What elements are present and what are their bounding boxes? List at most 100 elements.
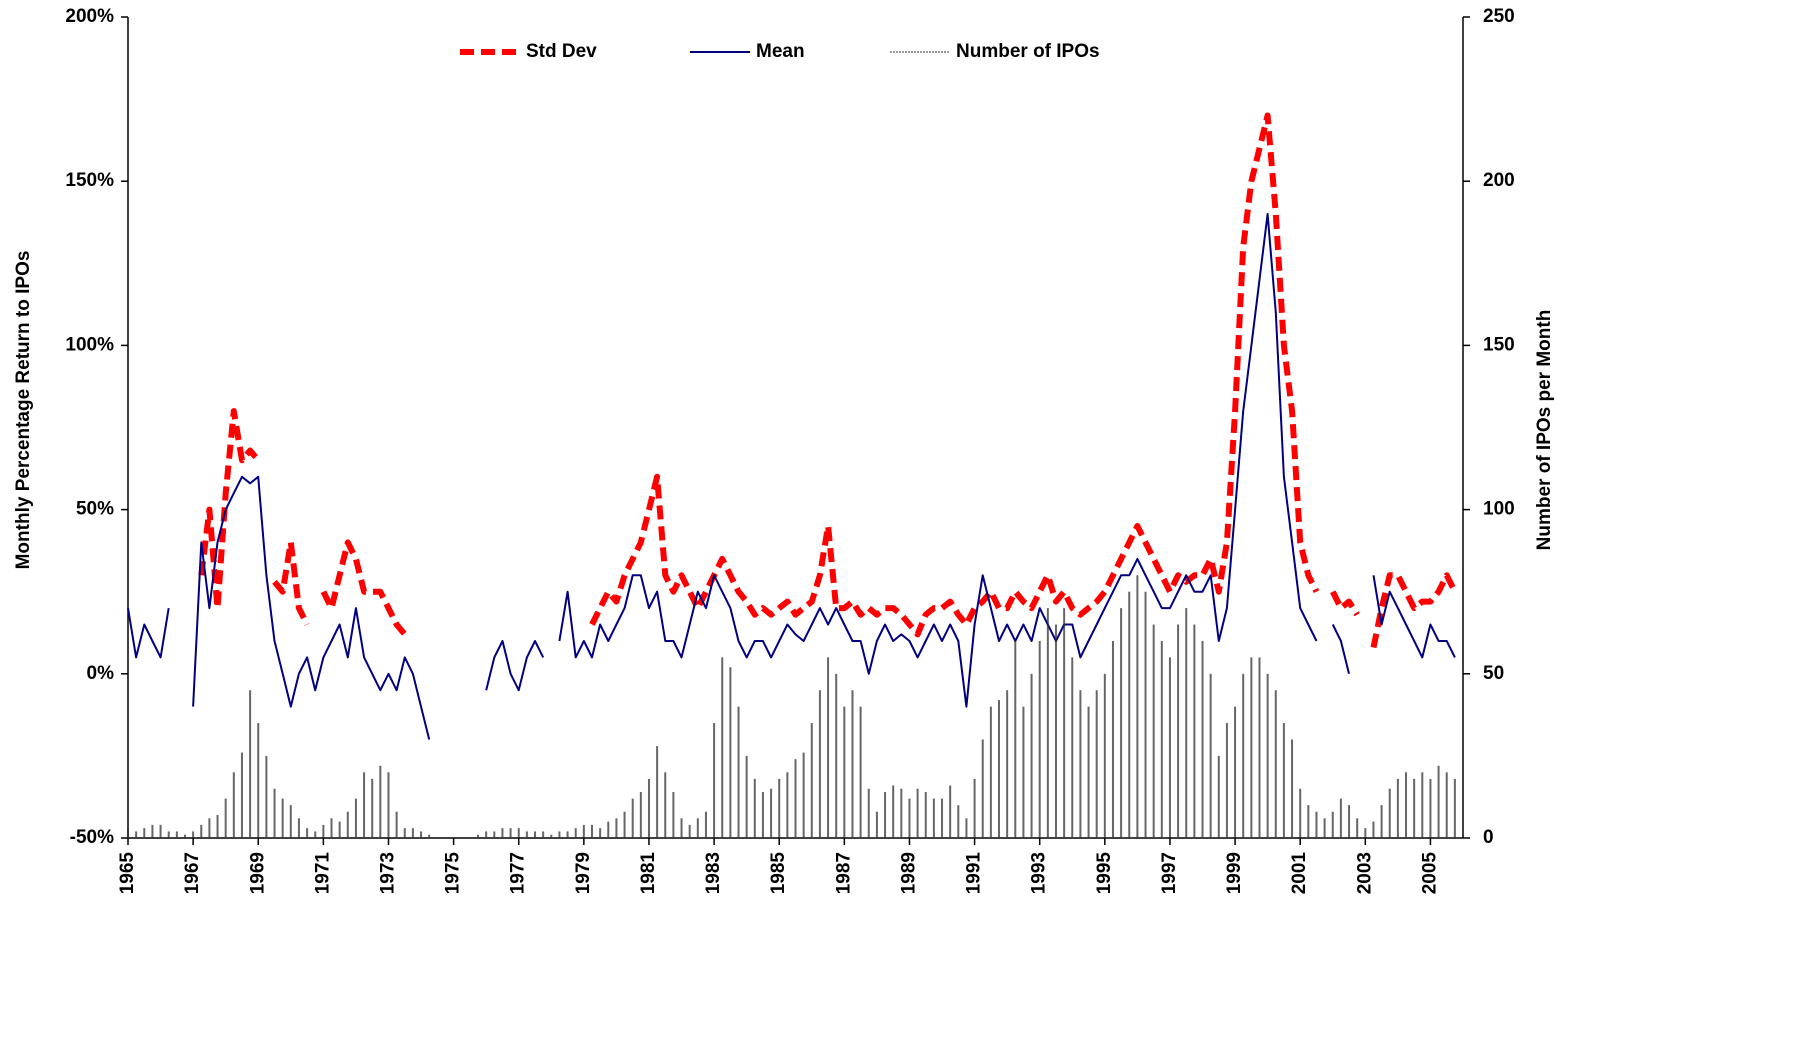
ipo-bar	[664, 772, 667, 838]
ipo-bar	[379, 765, 382, 838]
ipo-bar	[802, 752, 805, 838]
ipo-bar	[859, 706, 862, 838]
ipo-bar	[989, 706, 992, 838]
ipo-bar	[770, 788, 773, 838]
ipo-bar	[615, 818, 618, 838]
x-tick-label: 1987	[833, 852, 854, 894]
ipo-bar	[1046, 608, 1049, 838]
ipo-bar	[183, 834, 186, 838]
ipo-bar	[395, 811, 398, 838]
y-tick-label: 50%	[76, 499, 114, 520]
ipo-bar	[1315, 811, 1318, 838]
ipo-bar	[1421, 772, 1424, 838]
x-tick-label: 1993	[1029, 852, 1050, 894]
ipo-bar	[843, 706, 846, 838]
y2-axis-title: Number of IPOs per Month	[1534, 310, 1555, 551]
ipo-bar	[851, 690, 854, 838]
ipo-bar	[1445, 772, 1448, 838]
ipo-bar	[1299, 788, 1302, 838]
x-tick-label: 1981	[638, 852, 659, 895]
ipo-bar	[1209, 673, 1212, 838]
ipo-bar	[1160, 640, 1163, 838]
ipo-bar	[135, 831, 138, 838]
ipo-bar	[1348, 805, 1351, 838]
ipo-bar	[867, 788, 870, 838]
ipo-bar	[957, 805, 960, 838]
legend-label: Number of IPOs	[956, 41, 1100, 62]
ipo-bar	[240, 752, 243, 838]
ipo-bar	[786, 772, 789, 838]
x-tick-label: 1971	[312, 852, 333, 895]
x-tick-label: 2005	[1419, 852, 1440, 895]
ipo-bar	[1331, 811, 1334, 838]
ipo-bar	[713, 723, 716, 838]
ipo-bar	[306, 828, 309, 838]
ipo-bar	[973, 778, 976, 838]
ipo-bar	[1380, 805, 1383, 838]
ipo-bar	[721, 657, 724, 838]
ipo-bar	[998, 700, 1001, 838]
y-tick-label: 200%	[65, 6, 114, 27]
ipo-bar	[704, 811, 707, 838]
ipo-bar	[1014, 640, 1017, 838]
ipo-bar	[623, 811, 626, 838]
ipo-bar	[818, 690, 821, 838]
ipo-bar	[794, 759, 797, 838]
ipo-bar	[924, 792, 927, 838]
ipo-bar	[688, 824, 691, 838]
ipo-bar	[1022, 706, 1025, 838]
ipo-bar	[892, 785, 895, 838]
ipo-bar	[1063, 608, 1066, 838]
y-tick-label: 150%	[65, 170, 114, 191]
ipo-bar	[224, 798, 227, 838]
ipo-bar	[647, 778, 650, 838]
ipo-bar	[1405, 772, 1408, 838]
series-line	[127, 213, 1456, 740]
ipo-bar	[1168, 657, 1171, 838]
x-tick-label: 1983	[703, 852, 724, 894]
ipo-bar	[1225, 723, 1228, 838]
ipo-bar	[1413, 778, 1416, 838]
ipo-bar	[411, 828, 414, 838]
ipo-bar	[493, 831, 496, 838]
legend-label: Mean	[756, 41, 805, 62]
ipo-bar	[761, 792, 764, 838]
ipo-bar	[1250, 657, 1253, 838]
ipo-bar	[566, 831, 569, 838]
ipo-bar	[501, 828, 504, 838]
ipo-bar	[330, 818, 333, 838]
ipo-bar	[1103, 673, 1106, 838]
ipo-bar	[167, 831, 170, 838]
ipo-bar	[1144, 591, 1147, 838]
x-tick-label: 1979	[573, 852, 594, 894]
ipo-bar	[1177, 624, 1180, 838]
ipo-bar	[257, 723, 260, 838]
ipo-bar	[363, 772, 366, 838]
legend-label: Std Dev	[526, 41, 597, 62]
ipo-bar	[249, 690, 252, 838]
ipo-bar	[1274, 690, 1277, 838]
ipo-bar	[599, 828, 602, 838]
ipo-bar	[281, 798, 284, 838]
ipo-bar	[1128, 591, 1131, 838]
ipo-bar	[534, 831, 537, 838]
ipo-bar	[884, 792, 887, 838]
ipo-bar	[1038, 640, 1041, 838]
ipo-bar	[1136, 575, 1139, 838]
ipo-bar	[1339, 798, 1342, 838]
x-tick-label: 1989	[898, 852, 919, 894]
ipo-bar	[509, 828, 512, 838]
ipo-bar	[745, 755, 748, 838]
ipo-bar	[729, 667, 732, 838]
y-tick-label: 100%	[65, 334, 114, 355]
ipo-bar	[680, 818, 683, 838]
y-axis-title: Monthly Percentage Return to IPOs	[13, 251, 34, 570]
x-tick-label: 1977	[508, 852, 529, 894]
ipo-bar	[778, 778, 781, 838]
ipo-bar	[1079, 690, 1082, 838]
ipo-bar	[1307, 805, 1310, 838]
x-tick-label: 2001	[1289, 852, 1310, 895]
ipo-bar	[1356, 818, 1359, 838]
ipo-bar	[1372, 821, 1375, 838]
